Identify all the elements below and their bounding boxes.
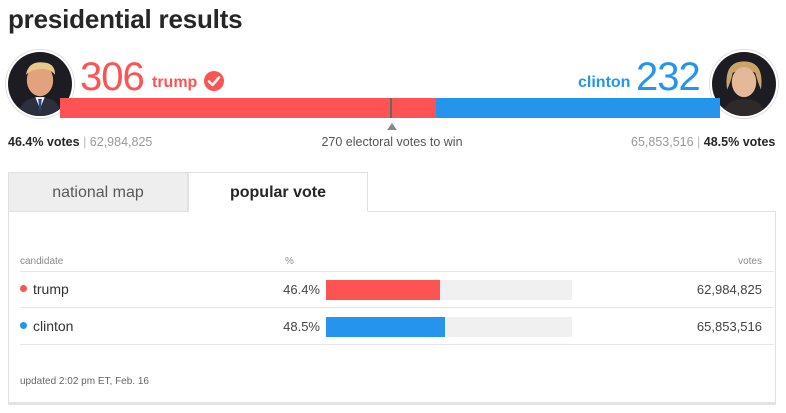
header-percent: % bbox=[285, 256, 294, 267]
updated-timestamp: updated 2:02 pm ET, Feb. 16 bbox=[20, 376, 149, 387]
clinton-vote-summary: 65,853,516 | 48.5% votes bbox=[631, 135, 776, 149]
electoral-vote-bar bbox=[60, 98, 720, 118]
row-percent: 48.5% bbox=[283, 319, 320, 334]
trump-popular-bar-fill bbox=[326, 280, 441, 300]
clinton-electoral-votes: 232 bbox=[636, 55, 701, 99]
trump-vote-percent: 46.4% votes bbox=[8, 135, 80, 149]
trump-vote-count: 62,984,825 bbox=[89, 135, 153, 149]
win-threshold-marker bbox=[390, 98, 392, 118]
divider bbox=[20, 271, 774, 272]
row-candidate-name: clinton bbox=[33, 318, 74, 334]
trump-name-label: trump bbox=[152, 74, 198, 91]
tab-popular-vote[interactable]: popular vote bbox=[188, 172, 368, 212]
tab-national-map[interactable]: national map bbox=[8, 172, 188, 212]
row-candidate-name: trump bbox=[33, 281, 69, 297]
row-votes: 65,853,516 bbox=[696, 319, 762, 334]
header-votes: votes bbox=[738, 256, 762, 267]
divider bbox=[20, 344, 774, 345]
page-title: presidential results bbox=[8, 4, 243, 34]
ev-to-win-label: 270 electoral votes to win bbox=[321, 135, 463, 149]
divider bbox=[20, 307, 774, 308]
clinton-name-label: clinton bbox=[578, 74, 631, 91]
tab-divider bbox=[368, 211, 776, 212]
check-circle-icon bbox=[204, 71, 224, 91]
table-row-trump: trump bbox=[20, 280, 69, 298]
header-candidate: candidate bbox=[20, 256, 64, 267]
row-votes: 62,984,825 bbox=[696, 282, 762, 297]
clinton-vote-percent: 48.5% votes bbox=[703, 135, 776, 149]
caret-up-icon bbox=[387, 123, 397, 130]
clinton-popular-bar-fill bbox=[326, 317, 446, 337]
clinton-vote-count: 65,853,516 bbox=[631, 135, 694, 149]
trump-dot-icon bbox=[20, 285, 27, 292]
popular-vote-panel bbox=[8, 211, 776, 405]
trump-electoral-bar-fill bbox=[60, 98, 436, 118]
clinton-dot-icon bbox=[20, 322, 27, 329]
clinton-popular-bar bbox=[326, 317, 572, 337]
row-percent: 46.4% bbox=[283, 282, 320, 297]
results-tabs: national map popular vote bbox=[8, 172, 776, 212]
trump-vote-summary: 46.4% votes | 62,984,825 bbox=[8, 135, 153, 149]
trump-popular-bar bbox=[326, 280, 572, 300]
table-row-clinton: clinton bbox=[20, 317, 73, 335]
trump-electoral-votes: 306 bbox=[80, 55, 145, 99]
clinton-avatar bbox=[710, 50, 778, 118]
